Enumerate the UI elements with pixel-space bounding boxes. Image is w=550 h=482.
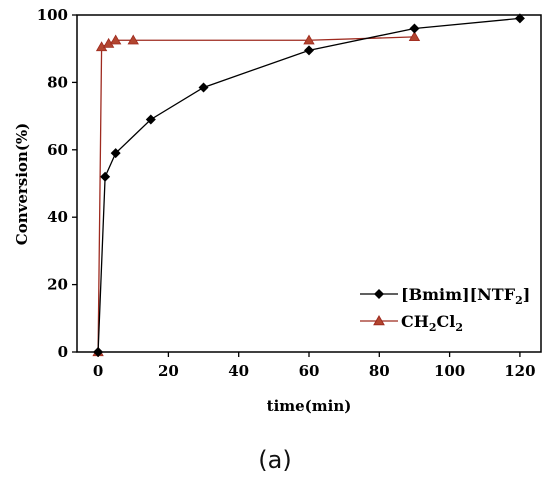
x-tick-label: 40: [228, 362, 249, 380]
legend-marker-ch2cl2: [373, 314, 385, 326]
conversion-chart: 0 20 40 60 80 100 120 0 20 40 60 80 100 time(min) Co…: [13, 6, 542, 415]
legend: [Bmim][NTF2] CH2Cl2: [360, 285, 530, 334]
x-tick-label: 0: [93, 362, 103, 380]
x-tick-label: 80: [369, 362, 390, 380]
series-layer: [92, 13, 525, 357]
figure-caption: (a): [258, 446, 292, 474]
y-tick-label: 80: [47, 73, 68, 91]
y-axis-title: Conversion(%): [13, 123, 31, 246]
data-point-bmim: [145, 114, 156, 125]
data-point-ch2cl2: [303, 34, 315, 45]
data-point-bmim: [514, 13, 525, 24]
data-point-ch2cl2: [109, 34, 122, 45]
y-tick-label: 40: [47, 208, 68, 226]
legend-label-ch2cl2: CH2Cl2: [401, 312, 463, 334]
data-point-bmim: [409, 23, 420, 34]
legend-label-bmim: [Bmim][NTF2]: [401, 285, 530, 307]
data-point-ch2cl2: [127, 34, 139, 45]
y-tick-label: 0: [58, 343, 68, 361]
x-axis-title: time(min): [267, 397, 352, 415]
data-point-bmim: [100, 171, 111, 182]
data-point-ch2cl2: [408, 31, 421, 42]
x-tick-label: 120: [504, 362, 535, 380]
y-tick-label: 100: [37, 6, 68, 24]
data-point-bmim: [110, 148, 121, 159]
data-point-bmim: [93, 347, 104, 357]
x-tick-label: 60: [299, 362, 320, 380]
legend-marker-bmim: [374, 289, 384, 299]
series-line-bmim: [97, 17, 520, 353]
x-tick-label: 100: [434, 362, 465, 380]
data-point-bmim: [198, 82, 209, 93]
series-line-ch2cl2: [97, 36, 415, 353]
y-tick-label: 60: [47, 141, 68, 159]
y-tick-label: 20: [47, 276, 68, 294]
data-point-bmim: [304, 45, 314, 56]
x-tick-label: 20: [158, 362, 179, 380]
axis-ticks: 0 20 40 60 80 100 120 0 20 40 60 80 100: [37, 6, 536, 380]
